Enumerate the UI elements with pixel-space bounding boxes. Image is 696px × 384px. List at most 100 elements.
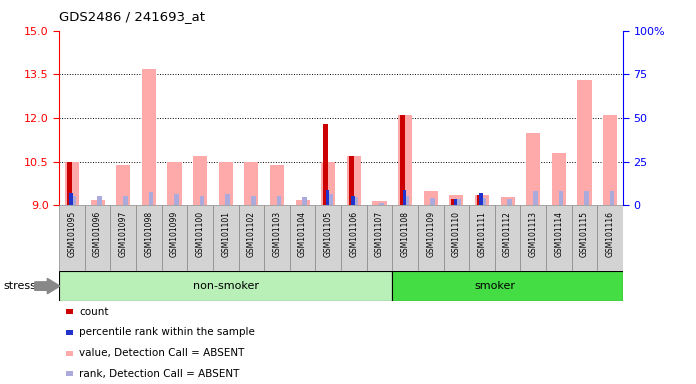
Text: GSM101116: GSM101116 xyxy=(606,211,615,257)
Bar xyxy=(367,205,393,271)
Bar xyxy=(603,115,617,205)
Bar xyxy=(398,115,412,205)
Bar xyxy=(97,196,102,205)
Bar xyxy=(328,194,333,205)
Bar xyxy=(193,156,207,205)
Text: GSM101100: GSM101100 xyxy=(196,211,205,257)
Bar xyxy=(475,195,489,205)
Text: GSM101096: GSM101096 xyxy=(93,211,102,257)
Text: GSM101114: GSM101114 xyxy=(554,211,563,257)
Bar xyxy=(111,205,136,271)
Bar xyxy=(296,200,310,205)
Bar xyxy=(469,205,495,271)
Bar xyxy=(393,205,418,271)
Bar xyxy=(379,202,383,205)
Text: GSM101112: GSM101112 xyxy=(503,211,512,257)
Bar xyxy=(443,205,469,271)
Text: percentile rank within the sample: percentile rank within the sample xyxy=(79,328,255,338)
Bar xyxy=(200,196,205,205)
Bar xyxy=(400,115,405,205)
Bar xyxy=(526,132,540,205)
Bar xyxy=(347,156,361,205)
Bar xyxy=(456,199,461,205)
Bar xyxy=(123,196,127,205)
Text: GSM101104: GSM101104 xyxy=(298,211,307,257)
Text: GSM101097: GSM101097 xyxy=(119,211,128,257)
Bar xyxy=(482,198,487,205)
Text: GSM101109: GSM101109 xyxy=(426,211,435,257)
Bar xyxy=(239,205,264,271)
Bar xyxy=(324,124,328,205)
Bar xyxy=(559,191,563,205)
Bar xyxy=(187,205,213,271)
Bar xyxy=(349,156,354,205)
Text: GSM101098: GSM101098 xyxy=(144,211,153,257)
Bar xyxy=(219,162,232,205)
Bar xyxy=(226,194,230,205)
Bar xyxy=(454,199,457,205)
Bar xyxy=(136,205,161,271)
Text: count: count xyxy=(79,307,109,317)
Bar xyxy=(477,195,482,205)
Bar xyxy=(495,205,521,271)
Bar xyxy=(72,196,77,205)
Bar xyxy=(393,271,623,301)
Bar xyxy=(251,196,255,205)
Bar xyxy=(290,205,315,271)
Bar xyxy=(450,195,464,205)
Bar xyxy=(161,205,187,271)
Text: GSM101106: GSM101106 xyxy=(349,211,358,257)
Bar xyxy=(424,191,438,205)
Bar xyxy=(500,197,514,205)
Bar xyxy=(90,200,104,205)
Text: GSM101107: GSM101107 xyxy=(375,211,384,257)
Bar xyxy=(59,271,393,301)
Text: smoker: smoker xyxy=(474,281,515,291)
Bar xyxy=(480,193,483,205)
Bar xyxy=(85,205,111,271)
Text: GSM101102: GSM101102 xyxy=(247,211,256,257)
Text: value, Detection Call = ABSENT: value, Detection Call = ABSENT xyxy=(79,348,244,358)
Bar xyxy=(578,80,592,205)
Bar xyxy=(244,162,258,205)
Bar xyxy=(452,199,456,205)
Bar xyxy=(321,162,335,205)
Bar xyxy=(610,191,615,205)
Bar xyxy=(213,205,239,271)
Bar xyxy=(116,165,130,205)
Bar xyxy=(584,191,589,205)
Text: GSM101105: GSM101105 xyxy=(324,211,333,257)
Bar xyxy=(168,162,182,205)
Bar xyxy=(552,153,566,205)
Text: GSM101111: GSM101111 xyxy=(477,211,487,257)
Text: GSM101113: GSM101113 xyxy=(529,211,538,257)
Bar xyxy=(351,196,355,205)
Bar xyxy=(571,205,597,271)
Text: non-smoker: non-smoker xyxy=(193,281,259,291)
Bar xyxy=(597,205,623,271)
Text: GSM101115: GSM101115 xyxy=(580,211,589,257)
Text: GSM101103: GSM101103 xyxy=(272,211,281,257)
Bar xyxy=(405,196,409,205)
Bar xyxy=(142,69,156,205)
Bar xyxy=(174,194,179,205)
Bar xyxy=(546,205,571,271)
Bar xyxy=(354,197,358,205)
Bar xyxy=(418,205,443,271)
Bar xyxy=(148,192,153,205)
Text: rank, Detection Call = ABSENT: rank, Detection Call = ABSENT xyxy=(79,369,239,379)
Bar xyxy=(402,190,406,205)
Bar xyxy=(302,197,307,205)
Bar xyxy=(315,205,341,271)
Text: GSM101108: GSM101108 xyxy=(401,211,410,257)
Bar xyxy=(326,190,329,205)
Text: GSM101101: GSM101101 xyxy=(221,211,230,257)
Text: stress: stress xyxy=(3,281,36,291)
Text: GDS2486 / 241693_at: GDS2486 / 241693_at xyxy=(59,10,205,23)
Text: GSM101095: GSM101095 xyxy=(68,211,77,257)
Bar xyxy=(507,199,512,205)
Bar xyxy=(59,205,85,271)
Bar xyxy=(277,196,281,205)
Text: GSM101099: GSM101099 xyxy=(170,211,179,257)
Text: GSM101110: GSM101110 xyxy=(452,211,461,257)
